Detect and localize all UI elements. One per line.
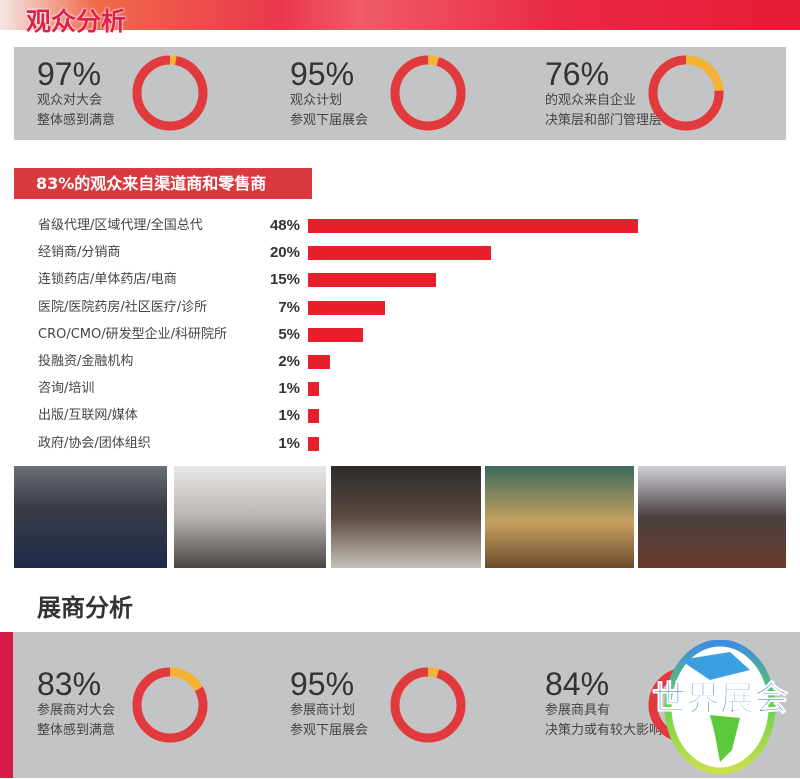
bar-label: 经销商/分销商 [38, 245, 121, 261]
stat-block: 97% 观众对大会 整体感到满意 [37, 57, 115, 131]
bar-row: 连锁药店/单体药店/电商 15% [0, 270, 800, 290]
section-title-exhibitors: 展商分析 [37, 594, 133, 622]
bar-row: 投融资/金融机构 2% [0, 352, 800, 372]
stat-percent: 97% [37, 56, 102, 92]
donut-chart [386, 51, 470, 139]
stat-desc: 参观下届展会 [290, 113, 369, 128]
stat-block: 95% 参展商计划 参观下届展会 [290, 667, 368, 741]
bar [308, 219, 638, 233]
donut-chart [128, 663, 212, 751]
bar [308, 382, 319, 397]
bar-value: 5% [278, 325, 300, 343]
bar-value: 48% [269, 217, 300, 234]
stat-desc: 整体感到满意 [37, 113, 116, 128]
stat-percent: 76% [545, 56, 610, 92]
bar [308, 436, 319, 451]
bar-row: 省级代理/区域代理/全国总代 48% [0, 216, 800, 236]
stat-desc: 参观下届展会 [290, 723, 369, 738]
stat-block: 84% 参展商具有 决策力或有较大影响 [545, 667, 662, 741]
event-photo [174, 466, 326, 568]
bar-row: 经销商/分销商 20% [0, 243, 800, 263]
bar-row: 咨询/培训 1% [0, 379, 800, 399]
bar-value: 1% [278, 407, 300, 425]
donut-fill [132, 667, 208, 743]
bar [308, 300, 385, 315]
bar-label: 政府/协会/团体组织 [38, 435, 151, 451]
stat-desc: 决策力或有较大影响 [545, 723, 663, 738]
bar [308, 246, 491, 261]
event-photo [331, 466, 481, 568]
event-photo [14, 466, 167, 568]
watermark-logo: 世界展会 [640, 639, 800, 775]
bar-value: 20% [269, 244, 300, 262]
bar [308, 327, 363, 342]
bar-label: 医院/医院药房/社区医疗/诊所 [38, 299, 208, 315]
event-photo [485, 466, 634, 568]
bar [308, 355, 330, 369]
bar-label: 咨询/培训 [38, 381, 95, 397]
donut-fill [648, 55, 724, 131]
bar-label: 连锁药店/单体药店/电商 [38, 272, 177, 288]
stat-desc: 决策层和部门管理层 [545, 113, 663, 128]
stat-desc: 观众对大会 [37, 93, 103, 108]
stat-block: 95% 观众计划 参观下届展会 [290, 57, 368, 131]
bar-row: 医院/医院药房/社区医疗/诊所 7% [0, 298, 800, 318]
event-photo [638, 466, 786, 568]
section-title-visitors: 观众分析 [26, 7, 127, 36]
stat-desc: 的观众来自企业 [545, 93, 637, 108]
header-banner [0, 0, 800, 30]
donut-fill [390, 667, 466, 743]
donut-fill [390, 55, 466, 131]
stat-percent: 83% [37, 666, 102, 702]
bar-value: 1% [278, 380, 300, 398]
stat-desc: 参展商计划 [290, 703, 356, 718]
channel-tag: 83%的观众来自渠道商和零售商 [14, 168, 312, 199]
bar-row: CRO/CMO/研发型企业/科研院所 5% [0, 325, 800, 345]
bar-row: 政府/协会/团体组织 1% [0, 434, 800, 454]
bar-value: 1% [278, 434, 300, 452]
bar [308, 273, 436, 288]
svg-text:世界展会: 世界展会 [652, 679, 788, 719]
bar-value: 2% [278, 353, 300, 370]
stat-percent: 84% [545, 666, 610, 702]
donut-fill [132, 55, 208, 131]
stat-desc: 整体感到满意 [37, 723, 116, 738]
stat-percent: 95% [290, 666, 355, 702]
donut-chart [644, 51, 728, 139]
stat-block: 76% 的观众来自企业 决策层和部门管理层 [545, 57, 662, 131]
stat-desc: 参展商具有 [545, 703, 611, 718]
stat-block: 83% 参展商对大会 整体感到满意 [37, 667, 115, 741]
donut-chart [128, 51, 212, 139]
accent-strip [0, 632, 13, 778]
bar-label: CRO/CMO/研发型企业/科研院所 [38, 326, 228, 342]
stat-percent: 95% [290, 56, 355, 92]
bar-label: 出版/互联网/媒体 [38, 408, 138, 424]
bar-label: 投融资/金融机构 [38, 354, 134, 369]
bar-value: 15% [269, 271, 300, 289]
donut-chart [386, 663, 470, 751]
stat-desc: 观众计划 [290, 93, 343, 108]
stat-desc: 参展商对大会 [37, 703, 116, 718]
bar [308, 409, 319, 424]
bar-label: 省级代理/区域代理/全国总代 [38, 218, 203, 233]
bar-value: 7% [278, 298, 300, 316]
bar-row: 出版/互联网/媒体 1% [0, 406, 800, 426]
